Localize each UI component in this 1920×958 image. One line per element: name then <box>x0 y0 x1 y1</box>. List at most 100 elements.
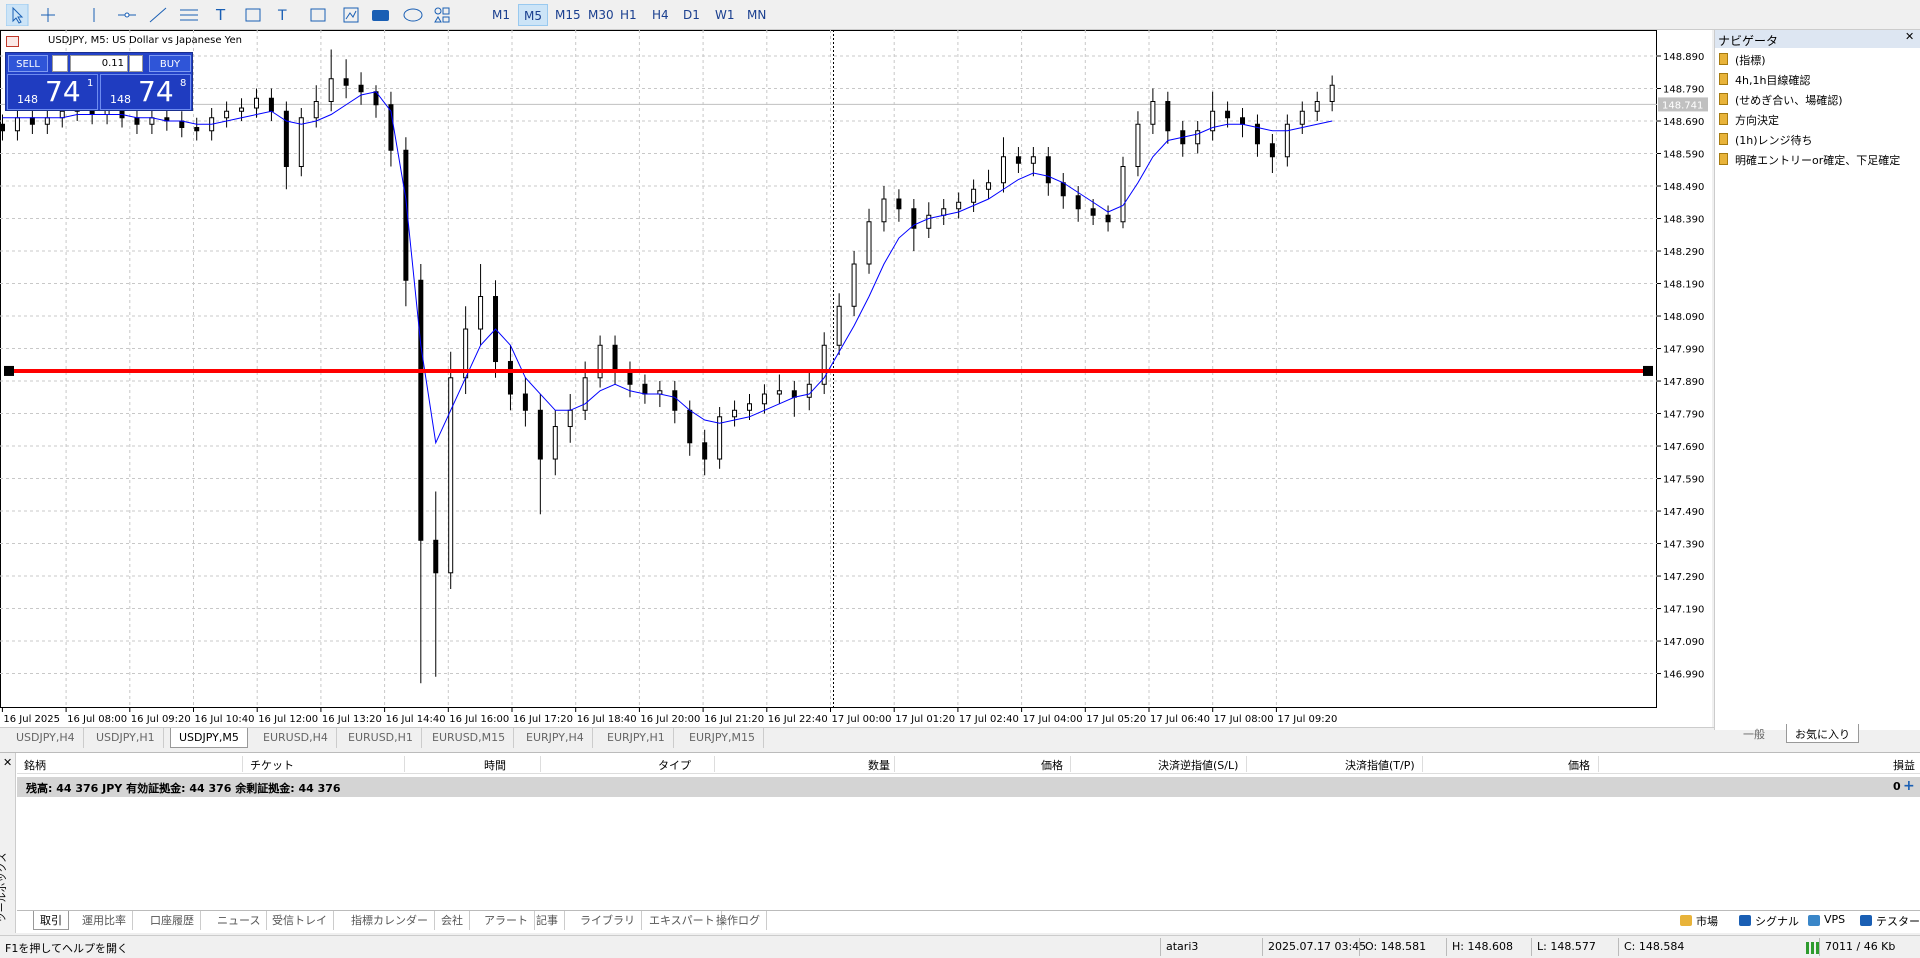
service-link[interactable]: シグナル <box>1755 915 1799 928</box>
column-header[interactable]: 時間 <box>484 759 506 772</box>
chart-tab[interactable]: EURJPY,H4 <box>518 728 593 748</box>
column-header[interactable]: 決済逆指値(S/L) <box>1158 759 1239 772</box>
candle-body <box>268 97 274 112</box>
toolbox-tab[interactable]: 会社 <box>435 911 470 930</box>
close-button[interactable]: ✕ <box>1905 30 1915 43</box>
status-divider <box>1359 938 1360 956</box>
timeframe-button[interactable]: H1 <box>620 8 637 22</box>
navigator-item[interactable]: 4h,1h目線確認 <box>1735 74 1811 87</box>
navigator-item[interactable]: (指標) <box>1735 54 1766 67</box>
service-link[interactable]: 市場 <box>1696 915 1718 928</box>
navigator-item-icon[interactable] <box>1719 113 1728 125</box>
toolbox-tab[interactable]: 取引 <box>33 911 69 930</box>
toolbox-tab[interactable]: 受信トレイ <box>266 911 334 930</box>
x-tick-label: 16 Jul 22:40 <box>768 714 828 725</box>
status-help: F1を押してヘルプを開く <box>5 942 128 955</box>
service-icon[interactable] <box>1680 915 1692 926</box>
navigator-item[interactable]: 明確エントリーor確定、下足確定 <box>1735 154 1901 167</box>
toolbox-tab[interactable]: ニュース <box>211 911 268 930</box>
price-box[interactable] <box>7 74 98 110</box>
service-icon[interactable] <box>1808 915 1820 926</box>
chart-tab[interactable]: EURUSD,H1 <box>340 728 422 748</box>
toolbox-tab[interactable]: 操作ログ <box>710 911 767 930</box>
timeframe-button[interactable]: W1 <box>715 8 735 22</box>
toolbox-tab[interactable]: 指標カレンダー <box>345 911 435 930</box>
add-button[interactable]: + <box>1903 778 1915 794</box>
status-divider <box>1618 938 1619 956</box>
candle-body <box>821 344 827 385</box>
candle-body <box>791 390 797 398</box>
candle-body <box>1225 110 1231 119</box>
timeframe-button[interactable]: M1 <box>492 8 510 22</box>
candle-body <box>941 208 947 216</box>
timeframe-button[interactable]: M15 <box>555 8 581 22</box>
navigator-tab[interactable]: お気に入り <box>1786 724 1859 743</box>
moving-average <box>2 91 1333 445</box>
navigator-item[interactable]: 方向決定 <box>1735 114 1779 127</box>
candle-body <box>1045 156 1051 184</box>
service-link[interactable]: テスター <box>1876 915 1920 928</box>
column-header[interactable]: 数量 <box>868 759 890 772</box>
candle-body <box>851 263 857 307</box>
navigator-item[interactable]: (1h)レンジ待ち <box>1735 134 1813 147</box>
sell-button[interactable]: SELL <box>8 55 48 72</box>
candle-body <box>1150 101 1156 125</box>
candle-body <box>44 117 50 125</box>
timeframe-button[interactable]: M5 <box>518 4 548 26</box>
x-tick-label: 16 Jul 21:20 <box>704 714 764 725</box>
timeframe-button[interactable]: M30 <box>588 8 614 22</box>
x-tick-label: 16 Jul 17:20 <box>513 714 573 725</box>
column-header[interactable]: 決済指値(T/P) <box>1345 759 1415 772</box>
chart-tab[interactable]: EURJPY,H1 <box>599 728 674 748</box>
timeframe-button[interactable]: MN <box>747 8 767 22</box>
lot-field[interactable]: 0.11 <box>70 55 128 72</box>
column-header[interactable]: 価格 <box>1568 759 1590 772</box>
price-box[interactable] <box>100 74 191 110</box>
y-tick-label: 148.490 <box>1663 182 1704 193</box>
price-big: 148 <box>17 93 38 106</box>
service-link[interactable]: VPS <box>1824 913 1846 926</box>
lot-spinner[interactable] <box>129 55 143 72</box>
chart-tab[interactable]: EURJPY,M15 <box>681 728 764 748</box>
column-header[interactable]: 損益 <box>1893 759 1915 772</box>
service-icon[interactable] <box>1739 915 1751 926</box>
toolbox-tab[interactable]: エキスパート <box>643 911 722 930</box>
drawing-tools[interactable]: T T <box>6 4 476 26</box>
candle-body <box>1105 214 1111 223</box>
toolbox-tab[interactable]: 運用比率 <box>76 911 133 930</box>
column-divider <box>1070 756 1071 772</box>
toolbox-tab[interactable]: ライブラリ <box>574 911 642 930</box>
toolbox-tab[interactable]: アラート <box>478 911 535 930</box>
service-icon[interactable] <box>1860 915 1872 926</box>
timeframe-button[interactable]: D1 <box>683 8 700 22</box>
chart-tab[interactable]: EURUSD,M15 <box>424 728 515 748</box>
column-header[interactable]: チケット <box>250 759 294 772</box>
y-tick-label: 147.590 <box>1663 475 1704 486</box>
toolbox-tab[interactable]: 記事 <box>530 911 565 930</box>
navigator-item-icon[interactable] <box>1719 53 1728 65</box>
column-header[interactable]: 銘柄 <box>24 759 46 772</box>
chart-tab[interactable]: USDJPY,H1 <box>88 728 164 748</box>
toolbox-tab[interactable]: 口座履歴 <box>144 911 201 930</box>
toolbox-close[interactable]: ✕ <box>3 756 13 769</box>
navigator-item-icon[interactable] <box>1719 133 1728 145</box>
navigator-item-icon[interactable] <box>1719 153 1728 165</box>
candle-body <box>1329 84 1335 103</box>
lot-dropdown[interactable] <box>52 55 68 72</box>
buy-button[interactable]: BUY <box>149 55 191 72</box>
column-header[interactable]: 価格 <box>1041 759 1063 772</box>
navigator-item[interactable]: (せめぎ合い、場確認) <box>1735 94 1843 107</box>
navigator-tab[interactable]: 一般 <box>1743 728 1765 741</box>
x-tick-label: 17 Jul 02:40 <box>959 714 1019 725</box>
navigator-item-icon[interactable] <box>1719 93 1728 105</box>
candle-body <box>761 393 767 405</box>
navigator-item-icon[interactable] <box>1719 73 1728 85</box>
chart-tab[interactable]: EURUSD,H4 <box>255 728 337 748</box>
candle-body <box>567 409 573 428</box>
chart-tab[interactable]: USDJPY,H4 <box>8 728 84 748</box>
timeframe-button[interactable]: H4 <box>652 8 669 22</box>
chart-tab[interactable]: USDJPY,M5 <box>170 728 248 748</box>
y-tick-label: 148.690 <box>1663 117 1704 128</box>
x-tick-label: 16 Jul 14:40 <box>386 714 446 725</box>
column-header[interactable]: タイプ <box>658 759 691 772</box>
